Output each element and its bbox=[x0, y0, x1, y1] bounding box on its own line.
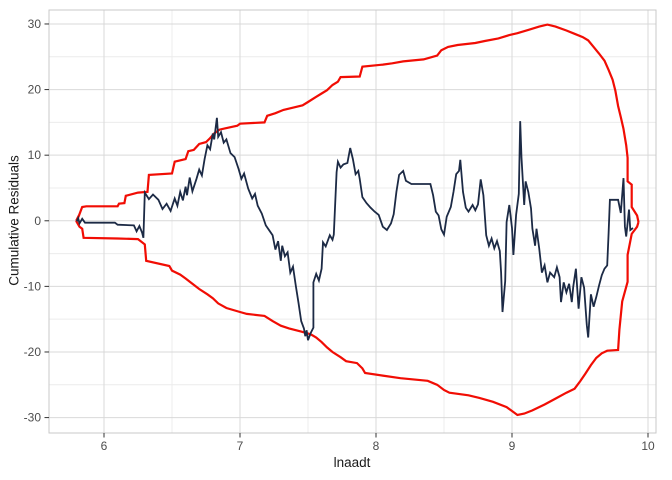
y-tick-label: -20 bbox=[24, 345, 42, 359]
panel-border bbox=[48, 9, 657, 434]
x-tick-label: 10 bbox=[641, 439, 655, 453]
y-axis-title: Cumulative Residuals bbox=[6, 155, 22, 286]
y-tick-label: -10 bbox=[24, 279, 42, 293]
y-tick-label: 0 bbox=[34, 214, 41, 228]
y-tick-label: -30 bbox=[24, 411, 42, 425]
x-axis-title: lnaadt bbox=[333, 455, 371, 470]
x-tick-label: 8 bbox=[373, 439, 380, 453]
x-tick-label: 9 bbox=[509, 439, 516, 453]
y-tick-label: 20 bbox=[28, 83, 42, 97]
series-cumulative-residuals bbox=[75, 117, 634, 341]
series-envelope-upper bbox=[75, 23, 640, 223]
y-tick-label: 30 bbox=[28, 17, 42, 31]
series-envelope-lower bbox=[75, 220, 640, 417]
x-tick-label: 6 bbox=[101, 439, 108, 453]
y-tick-label: 10 bbox=[28, 148, 42, 162]
x-tick-label: 7 bbox=[237, 439, 244, 453]
panel-background bbox=[49, 10, 656, 433]
